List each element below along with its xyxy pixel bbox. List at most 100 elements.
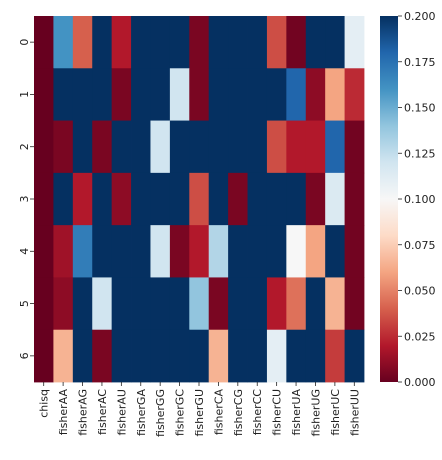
x-tick-label: fisherUU (348, 389, 361, 436)
y-tick-label: 3 (18, 196, 31, 203)
heatmap-cell (266, 16, 287, 69)
y-axis-ticks: 0 1 2 3 4 5 6 (18, 39, 34, 359)
heatmap-cell (305, 329, 326, 383)
heatmap-cell (228, 329, 248, 383)
heatmap-cell (111, 68, 132, 121)
heatmap-cell (344, 172, 365, 226)
heatmap-cell (325, 225, 345, 278)
heatmap-cell (228, 68, 248, 121)
heatmap-cell (169, 172, 190, 226)
heatmap-cell (305, 68, 326, 121)
heatmap-cell (344, 329, 365, 383)
heatmap-cell (131, 329, 151, 383)
heatmap-cell (266, 277, 287, 331)
heatmap-cell (266, 225, 287, 278)
colorbar-tick-label: 0.025 (404, 330, 436, 343)
heatmap-cell (150, 68, 171, 121)
heatmap-cell (344, 68, 365, 121)
heatmap-cell (228, 225, 248, 278)
heatmap-cell (53, 225, 74, 278)
heatmap-cell (169, 120, 190, 174)
heatmap-cell (208, 329, 229, 383)
heatmap-cell (305, 172, 326, 226)
y-tick-label: 1 (18, 91, 31, 98)
x-tick-label: fisherAA (57, 389, 70, 436)
heatmap-cell (228, 16, 248, 69)
heatmap-cell (92, 225, 113, 278)
heatmap-cell (72, 329, 93, 383)
x-tick-label: fisherCU (271, 389, 284, 436)
heatmap-cell (189, 68, 210, 121)
heatmap-cell (111, 120, 132, 174)
heatmap-cells (34, 16, 365, 383)
heatmap-cell (150, 172, 171, 226)
heatmap-cell (92, 277, 113, 331)
colorbar-tick-label: 0.175 (404, 56, 436, 69)
heatmap-cell (344, 16, 365, 69)
heatmap-cell (266, 329, 287, 383)
x-tick-label: fisherCG (232, 389, 245, 436)
colorbar-tick-label: 0.125 (404, 147, 436, 160)
heatmap-cell (325, 172, 345, 226)
heatmap-cell (325, 277, 345, 331)
heatmap-cell (325, 16, 345, 69)
x-tick-label: chisq (38, 389, 51, 418)
colorbar-tick-label: 0.200 (404, 10, 436, 23)
heatmap-cell (150, 277, 171, 331)
heatmap-cell (228, 172, 248, 226)
heatmap-cell (286, 329, 307, 383)
heatmap-cell (53, 68, 74, 121)
heatmap-cell (247, 225, 268, 278)
heatmap-cell (131, 68, 151, 121)
colorbar (380, 16, 398, 382)
heatmap-cell (208, 16, 229, 69)
heatmap-cell (150, 329, 171, 383)
heatmap-cell (247, 277, 268, 331)
heatmap-cell (189, 329, 210, 383)
heatmap-cell (53, 16, 74, 69)
heatmap-cell (131, 120, 151, 174)
heatmap-cell (72, 16, 93, 69)
heatmap-cell (34, 16, 54, 69)
heatmap-cell (208, 225, 229, 278)
colorbar-tick-label: 0.150 (404, 102, 436, 115)
x-tick-label: fisherGC (174, 389, 187, 436)
heatmap-cell (305, 16, 326, 69)
heatmap-cell (228, 277, 248, 331)
heatmap-cell (150, 16, 171, 69)
x-tick-label: fisherUG (309, 389, 322, 437)
y-tick-label: 5 (18, 300, 31, 307)
heatmap-cell (189, 120, 210, 174)
x-tick-label: fisherCC (251, 389, 264, 436)
heatmap-cell (72, 277, 93, 331)
heatmap-cell (111, 329, 132, 383)
heatmap-cell (131, 16, 151, 69)
heatmap-cell (111, 225, 132, 278)
x-tick-label: fisherCA (212, 389, 225, 436)
heatmap-cell (208, 172, 229, 226)
heatmap-cell (344, 120, 365, 174)
heatmap-cell (34, 329, 54, 383)
x-axis-ticks: chisq fisherAA fisherAG fisherAC fisherAU fis… (38, 382, 361, 437)
colorbar-tick-label: 0.100 (404, 193, 436, 206)
heatmap-cell (111, 277, 132, 331)
heatmap-cell (169, 277, 190, 331)
heatmap-cell (53, 120, 74, 174)
heatmap-cell (34, 120, 54, 174)
y-tick-label: 0 (18, 39, 31, 46)
y-tick-label: 4 (18, 248, 31, 255)
heatmap-cell (92, 172, 113, 226)
heatmap-cell (344, 277, 365, 331)
heatmap-cell (266, 172, 287, 226)
heatmap-cell (169, 329, 190, 383)
heatmap-cell (34, 277, 54, 331)
y-tick-label: 2 (18, 143, 31, 150)
heatmap-cell (92, 16, 113, 69)
heatmap-cell (34, 68, 54, 121)
heatmap-cell (131, 172, 151, 226)
heatmap-cell (92, 120, 113, 174)
heatmap-cell (286, 68, 307, 121)
heatmap-cell (72, 225, 93, 278)
heatmap-cell (169, 68, 190, 121)
heatmap-cell (131, 277, 151, 331)
